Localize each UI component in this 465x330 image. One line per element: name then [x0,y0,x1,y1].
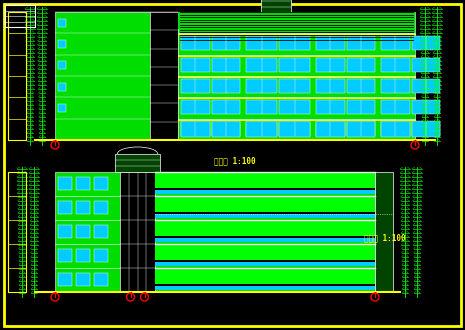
Bar [181,79,210,93]
Bar [58,61,66,69]
Bar [155,260,375,262]
Bar [316,36,345,50]
Bar [58,273,72,286]
Bar [76,249,90,262]
Bar [381,58,410,72]
Bar [58,225,72,238]
Bar [346,36,375,50]
Bar [261,0,291,12]
Bar [412,122,440,136]
Bar [316,100,345,114]
Bar [155,172,375,187]
Bar [279,121,310,137]
Bar [381,36,410,50]
Bar [155,190,375,194]
Bar [246,121,277,137]
Bar [155,172,375,292]
Bar [212,121,240,137]
Bar [155,286,375,290]
Bar [246,122,277,136]
Text: 左立面 1:100: 左立面 1:100 [364,234,406,243]
Bar [375,172,393,292]
Bar [246,100,277,114]
Bar [412,36,440,50]
Bar [76,177,90,190]
Bar [94,225,108,238]
Bar [212,100,240,114]
Bar [279,36,310,50]
Bar [346,121,375,137]
Bar [58,19,66,27]
Bar [155,262,375,266]
Bar [346,100,375,114]
Bar [316,121,345,137]
Bar [76,201,90,214]
Bar [279,58,310,72]
Bar [246,36,277,50]
Bar [212,58,240,72]
Bar [412,58,440,72]
Bar [55,172,120,292]
Bar [94,273,108,286]
Bar [155,236,375,238]
Bar [212,122,240,136]
Bar [58,201,72,214]
Bar [279,122,310,136]
Bar [58,177,72,190]
Bar [279,79,310,93]
Bar [155,244,375,260]
Bar [381,100,410,114]
Bar [246,58,277,72]
Bar [155,238,375,242]
Bar [279,100,310,114]
Bar [181,122,210,136]
Bar [346,122,375,136]
Bar [58,249,72,262]
Bar [8,12,26,140]
Bar [76,225,90,238]
Bar [178,12,415,29]
Bar [381,79,410,93]
Bar [155,196,375,212]
Bar [115,154,160,172]
Bar [346,79,375,93]
Bar [150,12,178,140]
Bar [155,187,375,190]
Bar [381,121,410,137]
Bar [8,172,26,292]
Bar [381,122,410,136]
Bar [5,5,35,27]
Bar [346,58,375,72]
Bar [412,100,440,114]
Bar [412,79,440,93]
Bar [94,201,108,214]
Bar [155,220,375,236]
Bar [412,121,440,137]
Bar [212,79,240,93]
Bar [155,283,375,286]
Bar [181,100,210,114]
Bar [212,36,240,50]
Bar [58,104,66,112]
Text: 前立面 1:100: 前立面 1:100 [214,156,256,165]
Bar [55,12,150,140]
Bar [155,214,375,217]
Bar [181,58,210,72]
Bar [316,79,345,93]
Bar [58,40,66,48]
Bar [181,121,210,137]
Bar [58,83,66,91]
Bar [94,177,108,190]
Bar [94,249,108,262]
Bar [155,212,375,214]
Bar [120,172,155,292]
Bar [316,58,345,72]
Bar [155,268,375,283]
Bar [76,273,90,286]
Bar [316,122,345,136]
Bar [181,36,210,50]
Bar [178,12,415,140]
Bar [246,79,277,93]
